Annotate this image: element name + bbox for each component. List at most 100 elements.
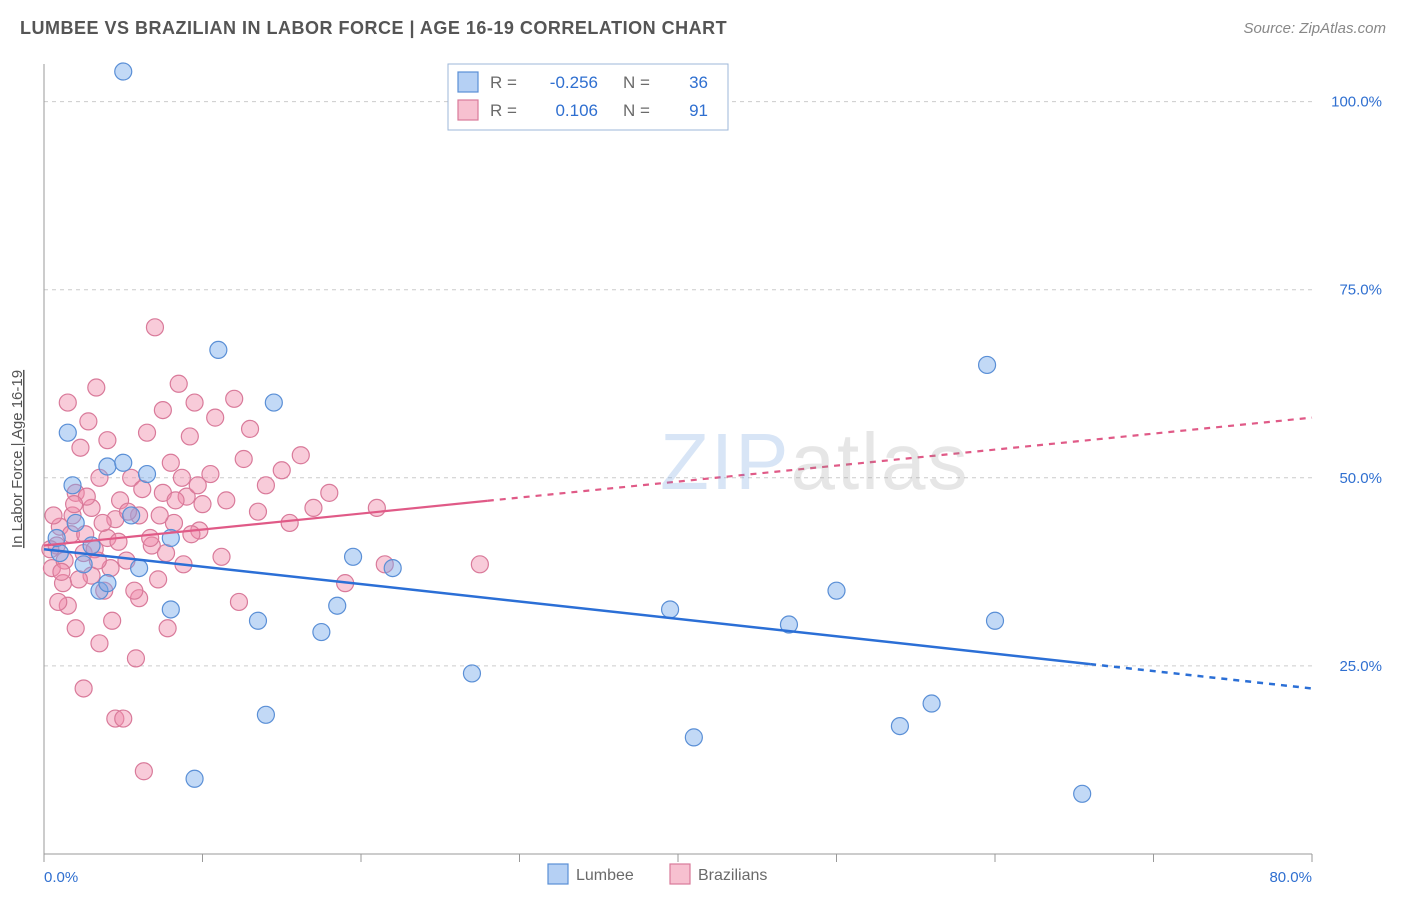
scatter-point <box>139 466 156 483</box>
y-axis-title: In Labor Force | Age 16-19 <box>9 370 26 548</box>
scatter-point <box>45 507 62 524</box>
scatter-point <box>329 597 346 614</box>
scatter-point <box>162 601 179 618</box>
scatter-point <box>59 394 76 411</box>
scatter-point <box>257 706 274 723</box>
scatter-point <box>110 533 127 550</box>
scatter-point <box>281 514 298 531</box>
trend-line-dashed <box>488 418 1312 501</box>
stats-r-value: 0.106 <box>555 101 598 120</box>
scatter-point <box>115 63 132 80</box>
scatter-point <box>384 560 401 577</box>
y-tick-label: 50.0% <box>1339 470 1382 487</box>
stats-n-value: 91 <box>689 101 708 120</box>
scatter-point <box>50 593 67 610</box>
stats-swatch <box>458 100 478 120</box>
scatter-point <box>135 763 152 780</box>
scatter-point <box>53 563 70 580</box>
scatter-point <box>158 545 175 562</box>
scatter-chart: 0.0% 80.0% 25.0% 50.0% 75.0% 100.0% In Labor F… <box>0 56 1406 892</box>
stats-swatch <box>458 72 478 92</box>
x-tick-label: 0.0% <box>44 869 78 886</box>
stats-r-label: R = <box>490 73 517 92</box>
x-tick-label: 80.0% <box>1269 869 1312 886</box>
y-tick-label: 25.0% <box>1339 658 1382 675</box>
scatter-point <box>123 507 140 524</box>
scatter-point <box>72 439 89 456</box>
scatter-point <box>186 394 203 411</box>
scatter-point <box>134 481 151 498</box>
scatter-point <box>368 499 385 516</box>
scatter-point <box>189 477 206 494</box>
scatter-point <box>115 454 132 471</box>
chart-title: LUMBEE VS BRAZILIAN IN LABOR FORCE | AGE… <box>20 18 727 39</box>
stats-n-value: 36 <box>689 73 708 92</box>
scatter-point <box>828 582 845 599</box>
scatter-point <box>51 545 68 562</box>
scatter-point <box>662 601 679 618</box>
scatter-point <box>226 390 243 407</box>
stats-r-value: -0.256 <box>550 73 598 92</box>
scatter-point <box>151 507 168 524</box>
scatter-point <box>75 556 92 573</box>
stats-r-label: R = <box>490 101 517 120</box>
scatter-point <box>146 319 163 336</box>
scatter-point <box>126 582 143 599</box>
scatter-point <box>194 496 211 513</box>
scatter-point <box>91 635 108 652</box>
scatter-point <box>235 451 252 468</box>
scatter-point <box>207 409 224 426</box>
scatter-point <box>131 560 148 577</box>
scatter-point <box>139 424 156 441</box>
scatter-point <box>159 620 176 637</box>
scatter-point <box>210 341 227 358</box>
legend-label: Brazilians <box>698 867 767 884</box>
trend-line-dashed <box>1090 664 1312 688</box>
scatter-point <box>265 394 282 411</box>
stats-n-label: N = <box>623 73 650 92</box>
scatter-point <box>64 477 81 494</box>
scatter-point <box>67 620 84 637</box>
scatter-point <box>154 402 171 419</box>
scatter-point <box>99 432 116 449</box>
scatter-point <box>88 379 105 396</box>
scatter-point <box>70 571 87 588</box>
scatter-point <box>891 718 908 735</box>
scatter-point <box>75 680 92 697</box>
scatter-point <box>313 624 330 641</box>
scatter-point <box>173 469 190 486</box>
scatter-point <box>249 503 266 520</box>
scatter-point <box>181 428 198 445</box>
scatter-point <box>923 695 940 712</box>
scatter-point <box>471 556 488 573</box>
scatter-point <box>987 612 1004 629</box>
scatter-point <box>59 424 76 441</box>
scatter-point <box>218 492 235 509</box>
header-bar: LUMBEE VS BRAZILIAN IN LABOR FORCE | AGE… <box>0 0 1406 56</box>
scatter-point <box>685 729 702 746</box>
scatter-point <box>150 571 167 588</box>
scatter-point <box>321 484 338 501</box>
scatter-point <box>115 710 132 727</box>
scatter-point <box>230 593 247 610</box>
scatter-point <box>242 420 259 437</box>
scatter-point <box>99 575 116 592</box>
source-label: Source: ZipAtlas.com <box>1243 20 1386 37</box>
y-tick-label: 100.0% <box>1331 94 1382 111</box>
scatter-point <box>305 499 322 516</box>
scatter-point <box>94 514 111 531</box>
scatter-point <box>99 458 116 475</box>
scatter-point <box>979 356 996 373</box>
scatter-point <box>104 612 121 629</box>
trend-line-solid <box>44 549 1090 664</box>
scatter-point <box>345 548 362 565</box>
scatter-point <box>66 496 83 513</box>
scatter-point <box>257 477 274 494</box>
scatter-point <box>167 492 184 509</box>
scatter-point <box>186 770 203 787</box>
y-tick-label: 75.0% <box>1339 282 1382 299</box>
stats-n-label: N = <box>623 101 650 120</box>
scatter-point <box>142 530 159 547</box>
scatter-point <box>170 375 187 392</box>
scatter-point <box>162 454 179 471</box>
